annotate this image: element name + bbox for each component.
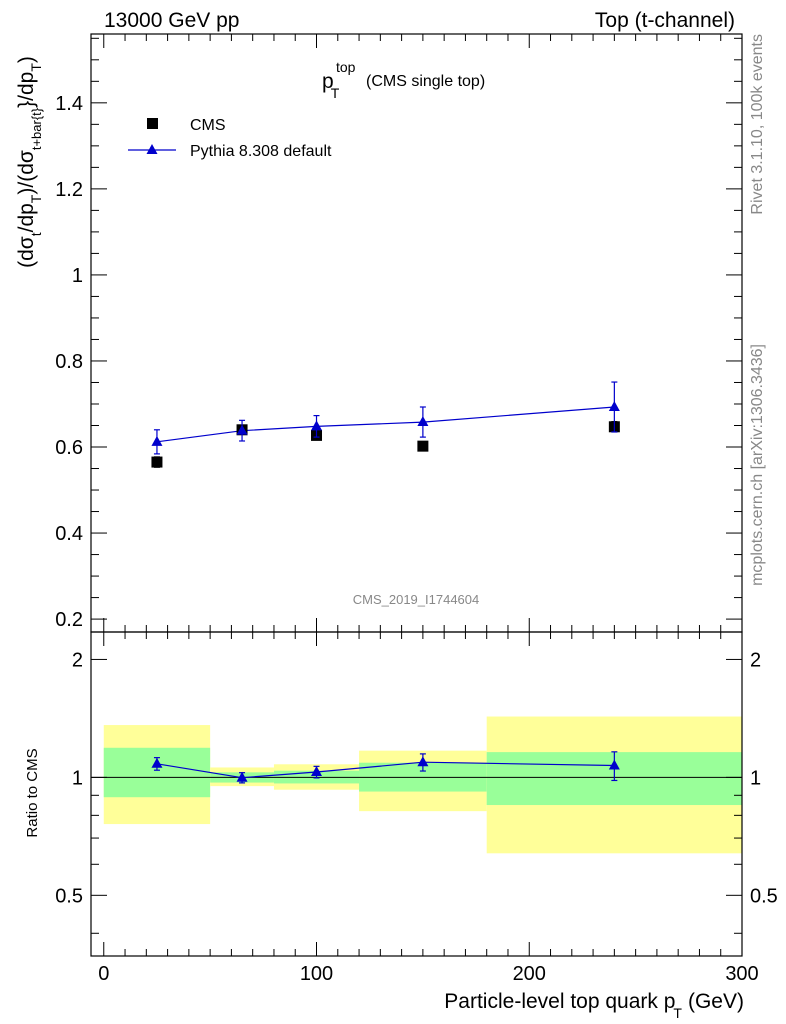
ylabel-part-3: }/dp xyxy=(15,72,38,108)
xlabel: Particle-level top quark pT (GeV) xyxy=(444,990,744,1021)
xtick-label-0: 0 xyxy=(98,963,109,985)
ratio-point-3 xyxy=(417,756,429,767)
ylabel-part-open: (dσ xyxy=(15,236,38,268)
ratio-ytick-label-right-1: 1 xyxy=(750,767,761,789)
main-frame xyxy=(90,33,743,633)
ratio-ytick-label-right-0: 0.5 xyxy=(750,885,778,907)
legend-cms-label: CMS xyxy=(190,117,226,134)
xlabel-sub: T xyxy=(673,1005,682,1021)
ylabel-sub-2: T xyxy=(28,194,44,203)
xtick-label-1: 100 xyxy=(300,963,333,985)
title-main: p xyxy=(322,70,334,93)
header-right: Top (t-channel) xyxy=(595,9,735,32)
main-ytick-label-5: 1.2 xyxy=(55,179,83,201)
title-sub: T xyxy=(331,85,340,101)
ratio-ytick-label-right-2: 2 xyxy=(750,649,761,671)
source-label: mcplots.cern.ch [arXiv:1306.3436] xyxy=(749,344,766,586)
xlabel-main: Particle-level top quark p xyxy=(444,990,675,1013)
ratio-point-0 xyxy=(151,757,163,768)
ratio-point-4 xyxy=(608,759,620,770)
main-ylabel: (dσt/dpT)/(dσt+bar{t}}/dpT) xyxy=(15,56,44,268)
mc-point-3 xyxy=(417,416,429,427)
ratio-ytick-label-left-1: 1 xyxy=(72,767,83,789)
main-series-layer xyxy=(151,381,620,468)
plot-title: pT xyxy=(322,70,340,101)
legend: CMS Pythia 8.308 default xyxy=(128,117,332,160)
ylabel-sub-4: T xyxy=(28,63,44,72)
mc-series-line xyxy=(156,406,615,443)
xtick-label-2: 200 xyxy=(513,963,546,985)
main-ytick-label-1: 0.4 xyxy=(55,523,83,545)
xtick-label-3: 300 xyxy=(725,963,758,985)
main-ytick-label-4: 1 xyxy=(72,265,83,287)
cms-point-0 xyxy=(151,456,163,468)
ratio-axes: 0.5 0.5 1 1 2 2 0 100 200 300 xyxy=(55,631,778,985)
mc-point-1 xyxy=(236,424,248,435)
ylabel-sub-1: t xyxy=(28,232,44,236)
analysis-watermark: CMS_2019_I1744604 xyxy=(353,592,480,607)
ratio-ylabel: Ratio to CMS xyxy=(24,748,41,837)
cms-point-3 xyxy=(417,440,429,452)
ylabel-part-4: ) xyxy=(15,56,38,63)
rivet-label: Rivet 3.1.10, 100k events xyxy=(749,34,766,215)
legend-cms-marker xyxy=(147,118,158,129)
ratio-bands xyxy=(91,716,742,854)
main-ytick-label-3: 0.8 xyxy=(55,351,83,373)
mc-point-4 xyxy=(608,400,620,411)
header-left: 13000 GeV pp xyxy=(104,9,239,32)
main-axes: 0.2 0.4 0.6 0.8 1 1.2 1.4 xyxy=(55,33,743,633)
mc-point-2 xyxy=(311,420,323,431)
main-ytick-label-6: 1.4 xyxy=(55,93,83,115)
title-suffix: (CMS single top) xyxy=(366,73,485,90)
ylabel-part-2: )/(dσ xyxy=(15,150,38,195)
ratio-frame xyxy=(90,631,743,957)
ratio-point-1 xyxy=(236,771,248,782)
main-ytick-label-0: 0.2 xyxy=(55,609,83,631)
ylabel-part-1: /dp xyxy=(15,203,38,232)
legend-mc-marker xyxy=(146,144,158,154)
ratio-series-layer xyxy=(151,751,620,784)
ratio-inner-band-0 xyxy=(103,747,211,798)
ratio-ytick-label-left-0: 0.5 xyxy=(55,885,83,907)
xlabel-unit: (GeV) xyxy=(688,990,744,1013)
ratio-point-2 xyxy=(311,766,323,777)
legend-mc-label: Pythia 8.308 default xyxy=(190,143,332,160)
mc-point-0 xyxy=(151,435,163,446)
main-ytick-label-2: 0.6 xyxy=(55,437,83,459)
ratio-ytick-label-left-2: 2 xyxy=(72,649,83,671)
ylabel-sub-3: t+bar{t} xyxy=(29,107,44,150)
title-sup: top xyxy=(336,59,356,75)
